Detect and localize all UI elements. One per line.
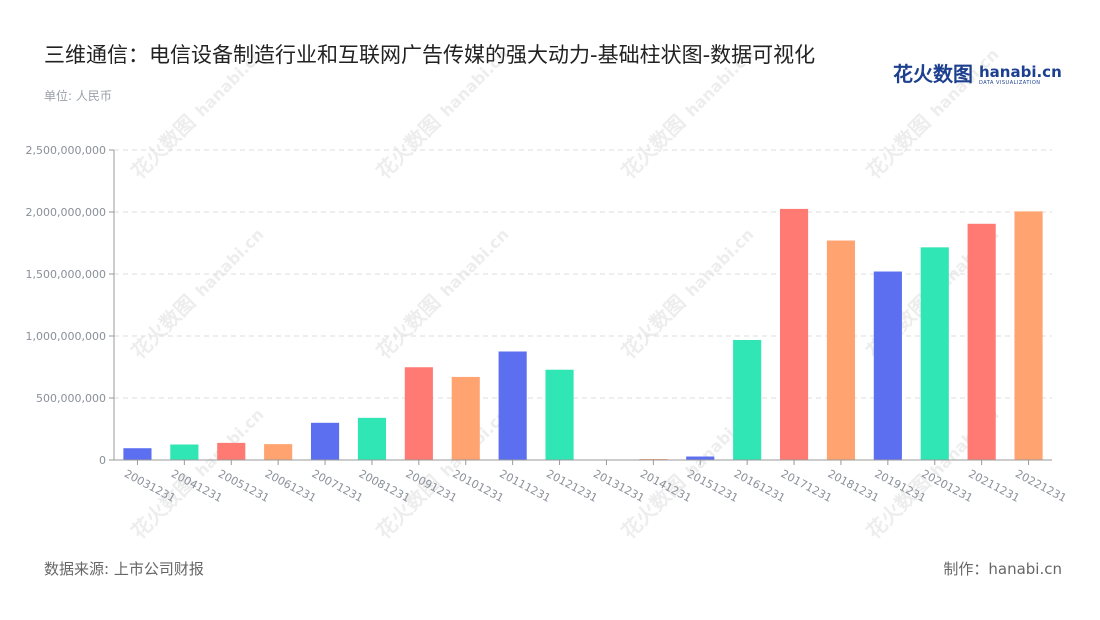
bar — [733, 339, 762, 460]
x-tick-label: 20121231 — [544, 467, 600, 505]
watermark-en: hanabi.cn — [927, 45, 1003, 121]
y-tick-label: 1,000,000,000 — [26, 330, 106, 343]
y-tick-label: 0 — [99, 454, 106, 467]
x-tick-label: 20151231 — [685, 467, 741, 505]
watermark-en: hanabi.cn — [682, 45, 758, 121]
x-tick-label: 20071231 — [310, 467, 366, 505]
x-tick-label: 20101231 — [450, 467, 506, 505]
watermark-en: hanabi.cn — [682, 225, 758, 301]
bar — [310, 422, 340, 460]
bar — [545, 369, 574, 460]
x-tick-label: 20081231 — [357, 467, 413, 505]
watermark-cn: 花火数图 — [862, 110, 936, 184]
bar — [217, 442, 246, 460]
logo-en-group: hanabi.cn DATA VISUALIZATION — [979, 64, 1062, 87]
bar — [1014, 211, 1043, 460]
bar — [170, 444, 199, 460]
bar — [686, 456, 715, 460]
watermark-en: hanabi.cn — [192, 405, 268, 481]
y-tick-label: 2,000,000,000 — [26, 206, 106, 219]
watermark-cn: 花火数图 — [127, 290, 201, 364]
y-tick-label: 500,000,000 — [36, 392, 106, 405]
bar — [451, 376, 480, 460]
watermark-layer: 花火数图hanabi.cn花火数图hanabi.cn花火数图hanabi.cn花… — [127, 45, 1003, 544]
chart-credit: 制作：hanabi.cn — [943, 560, 1062, 578]
bar — [357, 417, 387, 460]
brand-logo: 花火数图 hanabi.cn DATA VISUALIZATION — [893, 58, 1062, 87]
bars — [123, 208, 1043, 460]
bar — [826, 240, 856, 460]
bar — [498, 351, 527, 460]
bar — [779, 208, 809, 460]
watermark-cn: 花火数图 — [617, 110, 691, 184]
bar — [404, 367, 433, 460]
x-tick-label: 20211231 — [966, 467, 1022, 505]
watermark-en: hanabi.cn — [437, 45, 513, 121]
watermark-cn: 花火数图 — [617, 290, 691, 364]
bar — [967, 223, 996, 460]
bar — [264, 444, 293, 460]
x-tick-label: 20161231 — [732, 467, 788, 505]
logo-en-text: hanabi.cn — [979, 63, 1062, 81]
watermark-en: hanabi.cn — [437, 225, 513, 301]
x-tick-label: 20181231 — [826, 467, 882, 505]
logo-sub-text: DATA VISUALIZATION — [979, 80, 1041, 86]
x-tick-label: 20131231 — [591, 467, 647, 505]
y-tick-label: 2,500,000,000 — [26, 144, 106, 157]
watermark-en: hanabi.cn — [192, 225, 268, 301]
chart-title: 三维通信：电信设备制造行业和互联网广告传媒的强大动力-基础柱状图-数据可视化 — [44, 43, 816, 67]
watermark-cn: 花火数图 — [372, 110, 446, 184]
watermark-en: hanabi.cn — [192, 45, 268, 121]
y-tick-label: 1,500,000,000 — [26, 268, 106, 281]
watermark-cn: 花火数图 — [127, 110, 201, 184]
x-tick-label: 20111231 — [497, 467, 553, 505]
x-tick-label: 20171231 — [779, 467, 835, 505]
x-tick-label: 20221231 — [1013, 467, 1069, 505]
logo-cn-text: 花火数图 — [893, 62, 973, 86]
watermark-cn: 花火数图 — [372, 290, 446, 364]
bar — [873, 271, 902, 460]
bar — [123, 448, 152, 460]
unit-label: 单位: 人民币 — [44, 89, 112, 103]
x-tick-label: 20051231 — [216, 467, 272, 505]
bar — [920, 247, 949, 460]
x-tick-label: 20061231 — [263, 467, 319, 505]
y-axis: 0 500,000,000 1,000,000,000 1,500,000,000 2,… — [26, 144, 115, 467]
grid-lines — [114, 149, 1052, 399]
data-source: 数据来源: 上市公司财报 — [44, 560, 204, 578]
